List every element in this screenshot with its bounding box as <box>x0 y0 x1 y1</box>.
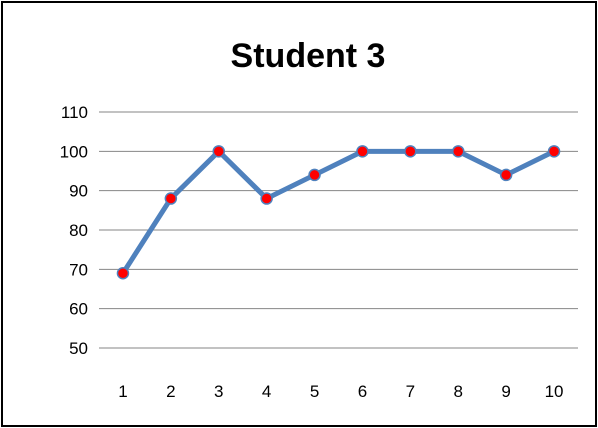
x-axis-tick-labels: 1 2 3 4 5 6 7 8 9 10 <box>118 382 563 401</box>
data-point <box>116 267 130 280</box>
x-tick-label: 7 <box>406 382 415 401</box>
y-tick-label: 80 <box>69 221 88 240</box>
data-point <box>499 168 513 182</box>
x-tick-label: 2 <box>166 382 175 401</box>
data-point <box>212 145 225 158</box>
y-tick-label: 70 <box>69 260 88 279</box>
x-tick-label: 10 <box>545 382 564 401</box>
y-tick-label: 50 <box>69 339 88 358</box>
y-tick-label: 100 <box>60 142 88 161</box>
gridlines <box>99 111 578 349</box>
y-axis-tick-labels: 50 60 70 80 90 100 110 <box>60 103 88 358</box>
series-line <box>120 148 557 276</box>
x-tick-label: 8 <box>454 382 463 401</box>
x-tick-label: 1 <box>118 382 127 401</box>
x-tick-label: 4 <box>262 382 271 401</box>
data-point <box>164 192 178 205</box>
y-tick-label: 90 <box>69 182 88 201</box>
x-tick-label: 6 <box>358 382 367 401</box>
x-tick-label: 3 <box>214 382 223 401</box>
x-tick-label: 9 <box>501 382 510 401</box>
data-point <box>452 145 465 158</box>
data-point <box>260 192 273 205</box>
x-tick-label: 5 <box>310 382 319 401</box>
data-point <box>404 145 417 158</box>
data-point <box>356 145 369 158</box>
y-tick-label: 60 <box>69 300 88 319</box>
data-point <box>547 145 561 158</box>
data-point <box>308 168 321 182</box>
chart-title: Student 3 <box>231 37 386 75</box>
y-tick-label: 110 <box>61 103 88 122</box>
data-markers <box>116 145 561 280</box>
